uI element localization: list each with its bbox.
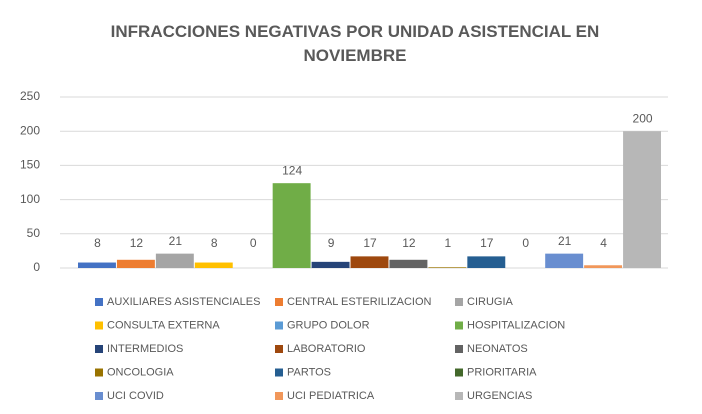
- data-label: 8: [211, 236, 218, 250]
- bar: [350, 256, 389, 268]
- legend-swatch: [455, 368, 463, 377]
- legend-swatch: [275, 392, 283, 400]
- legend-swatch: [455, 345, 463, 353]
- legend-label: CENTRAL ESTERILIZACION: [287, 296, 432, 308]
- legend-label: AUXILIARES ASISTENCIALES: [107, 296, 260, 308]
- legend-label: NEONATOS: [467, 343, 528, 355]
- y-tick-label: 100: [20, 192, 40, 206]
- bar: [584, 265, 623, 268]
- legend-label: GRUPO DOLOR: [287, 319, 370, 331]
- y-tick-label: 50: [27, 226, 41, 240]
- chart-title: INFRACCIONES NEGATIVAS POR UNIDAD ASISTE…: [110, 22, 600, 65]
- legend-label: CONSULTA EXTERNA: [107, 319, 220, 331]
- legend-label: UCI COVID: [107, 390, 164, 402]
- bar: [272, 183, 311, 268]
- data-label: 21: [169, 234, 183, 248]
- bar: [428, 267, 467, 268]
- bar: [545, 253, 584, 268]
- y-tick-label: 250: [20, 89, 40, 103]
- legend-swatch: [275, 368, 283, 377]
- legend-swatch: [455, 298, 463, 306]
- y-tick-label: 0: [33, 260, 40, 274]
- legend-label: LABORATORIO: [287, 343, 366, 355]
- data-label: 21: [558, 234, 572, 248]
- legend-swatch: [275, 298, 283, 306]
- legend-swatch: [455, 321, 463, 330]
- legend-swatch: [95, 392, 103, 400]
- bar: [194, 262, 233, 268]
- legend-label: PRIORITARIA: [467, 366, 537, 378]
- legend-swatch: [95, 321, 103, 330]
- data-label: 17: [480, 236, 494, 250]
- y-tick-label: 150: [20, 158, 40, 172]
- legend-swatch: [275, 345, 283, 353]
- bar: [155, 253, 194, 268]
- data-label: 124: [282, 163, 302, 177]
- legend-swatch: [275, 321, 283, 330]
- data-label: 8: [94, 236, 101, 250]
- legend-label: HOSPITALIZACION: [467, 319, 565, 331]
- legend-label: UCI PEDIATRICA: [287, 390, 375, 402]
- bar: [389, 259, 428, 268]
- bar: [78, 262, 116, 268]
- bar: [467, 256, 506, 268]
- data-label: 17: [363, 236, 377, 250]
- data-label: 9: [328, 236, 335, 250]
- legend-label: INTERMEDIOS: [107, 343, 183, 355]
- legend-swatch: [95, 298, 103, 306]
- data-label: 12: [130, 236, 144, 250]
- y-tick-label: 200: [20, 123, 40, 137]
- legend-label: ONCOLOGIA: [107, 366, 174, 378]
- bar: [311, 261, 350, 268]
- data-label: 4: [600, 236, 607, 250]
- legend-label: URGENCIAS: [467, 390, 532, 402]
- data-label: 1: [445, 236, 452, 250]
- data-label: 200: [633, 111, 653, 125]
- legend-swatch: [95, 368, 103, 377]
- bar: [116, 259, 155, 268]
- data-label: 0: [522, 236, 529, 250]
- legend-swatch: [455, 392, 463, 400]
- legend-label: PARTOS: [287, 366, 331, 378]
- legend-label: CIRUGIA: [467, 296, 514, 308]
- legend-swatch: [95, 345, 103, 353]
- data-label: 0: [250, 236, 257, 250]
- data-label: 12: [402, 236, 416, 250]
- bar: [623, 131, 661, 268]
